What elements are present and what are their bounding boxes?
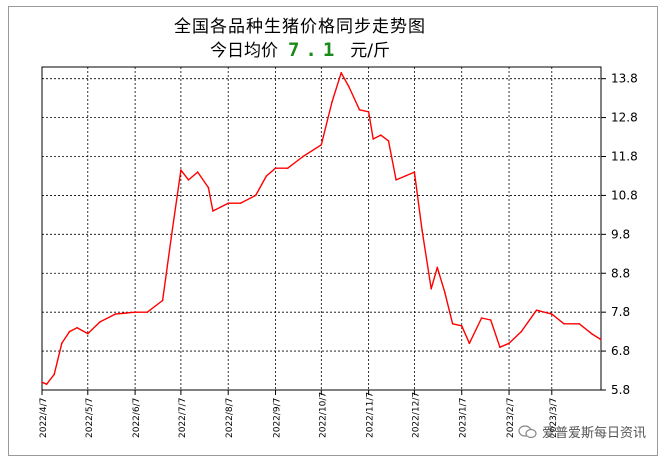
price-point xyxy=(358,109,361,111)
price-point xyxy=(45,383,48,386)
price-point xyxy=(421,229,423,232)
price-point xyxy=(395,179,397,181)
price-point xyxy=(53,373,55,376)
average-price-value: 7.1 xyxy=(287,39,341,61)
x-tick-label: 2022/7/7 xyxy=(178,398,188,438)
x-tick-label: 2022/10/7 xyxy=(318,392,328,438)
price-point xyxy=(367,111,370,113)
price-point xyxy=(41,381,43,384)
x-tick-label: 2022/8/7 xyxy=(225,398,235,438)
x-tick-label: 2023/1/7 xyxy=(459,398,469,438)
x-tick-label: 2023/2/7 xyxy=(506,398,516,438)
price-point xyxy=(520,330,523,333)
price-point xyxy=(146,311,149,314)
price-point xyxy=(161,299,164,302)
y-tick-label: 10.8 xyxy=(611,188,638,202)
price-point xyxy=(563,323,565,325)
price-point xyxy=(480,317,483,319)
x-tick-label: 2022/9/7 xyxy=(273,398,283,438)
price-point xyxy=(227,202,229,204)
y-tick-label: 11.8 xyxy=(611,150,638,164)
price-point xyxy=(180,169,182,171)
price-point xyxy=(170,233,173,236)
x-tick-label: 2022/12/7 xyxy=(411,392,421,438)
price-point xyxy=(489,319,492,321)
price-point xyxy=(508,342,510,345)
price-unit: 元/斤 xyxy=(350,41,391,61)
y-tick-label: 5.8 xyxy=(611,383,630,397)
subtitle-prefix: 今日均价 xyxy=(209,41,278,61)
price-point xyxy=(451,323,454,325)
price-point xyxy=(187,179,190,181)
y-tick-label: 7.8 xyxy=(611,305,630,319)
x-tick-label: 2022/5/7 xyxy=(85,398,95,438)
price-point xyxy=(254,194,257,197)
price-point xyxy=(413,171,416,173)
price-point xyxy=(239,202,242,204)
price-point xyxy=(134,311,136,314)
price-point xyxy=(499,346,501,349)
price-point xyxy=(196,171,199,173)
price-point xyxy=(444,291,446,294)
price-point xyxy=(320,144,323,146)
chart-frame xyxy=(8,6,658,456)
x-tick-label: 2022/6/7 xyxy=(132,398,142,438)
price-point xyxy=(331,101,333,103)
price-point xyxy=(468,342,471,345)
x-tick-label: 2022/4/7 xyxy=(39,398,49,438)
price-point xyxy=(387,140,390,142)
price-point xyxy=(76,326,78,329)
price-point xyxy=(212,210,214,212)
price-point xyxy=(535,309,538,312)
chart-title: 全国各品种生猪价格同步走势图 xyxy=(174,17,426,37)
price-point xyxy=(87,332,89,335)
chart-subtitle: 今日均价 7.1 元/斤 xyxy=(0,36,600,61)
y-tick-label: 8.8 xyxy=(611,266,630,280)
x-tick-label: 2022/11/7 xyxy=(366,392,376,438)
price-point xyxy=(68,330,71,333)
price-point xyxy=(372,138,375,140)
price-point xyxy=(599,338,602,341)
watermark: 爱普爱斯每日资讯 xyxy=(518,422,646,441)
y-tick-label: 12.8 xyxy=(611,111,638,125)
price-point xyxy=(207,186,210,189)
price-point xyxy=(578,323,581,325)
y-tick-label: 9.8 xyxy=(611,227,630,241)
price-point xyxy=(114,313,117,315)
price-point xyxy=(460,325,463,327)
price-point xyxy=(436,266,439,269)
price-point xyxy=(302,155,304,158)
price-point xyxy=(99,321,101,323)
price-point xyxy=(404,175,407,177)
y-tick-label: 13.8 xyxy=(611,72,638,86)
price-point xyxy=(274,167,277,169)
price-point xyxy=(61,342,63,345)
price-point xyxy=(286,167,289,169)
y-tick-label: 6.8 xyxy=(611,344,630,358)
price-point xyxy=(590,332,593,335)
price-point xyxy=(265,175,268,177)
price-point xyxy=(340,72,343,74)
price-point xyxy=(551,313,553,315)
price-point xyxy=(380,134,382,136)
wechat-icon xyxy=(518,424,537,438)
price-point xyxy=(430,288,433,290)
watermark-text: 爱普爱斯每日资讯 xyxy=(541,426,646,441)
x-tick-label: 2023/3/7 xyxy=(549,398,559,438)
price-point xyxy=(348,85,350,88)
